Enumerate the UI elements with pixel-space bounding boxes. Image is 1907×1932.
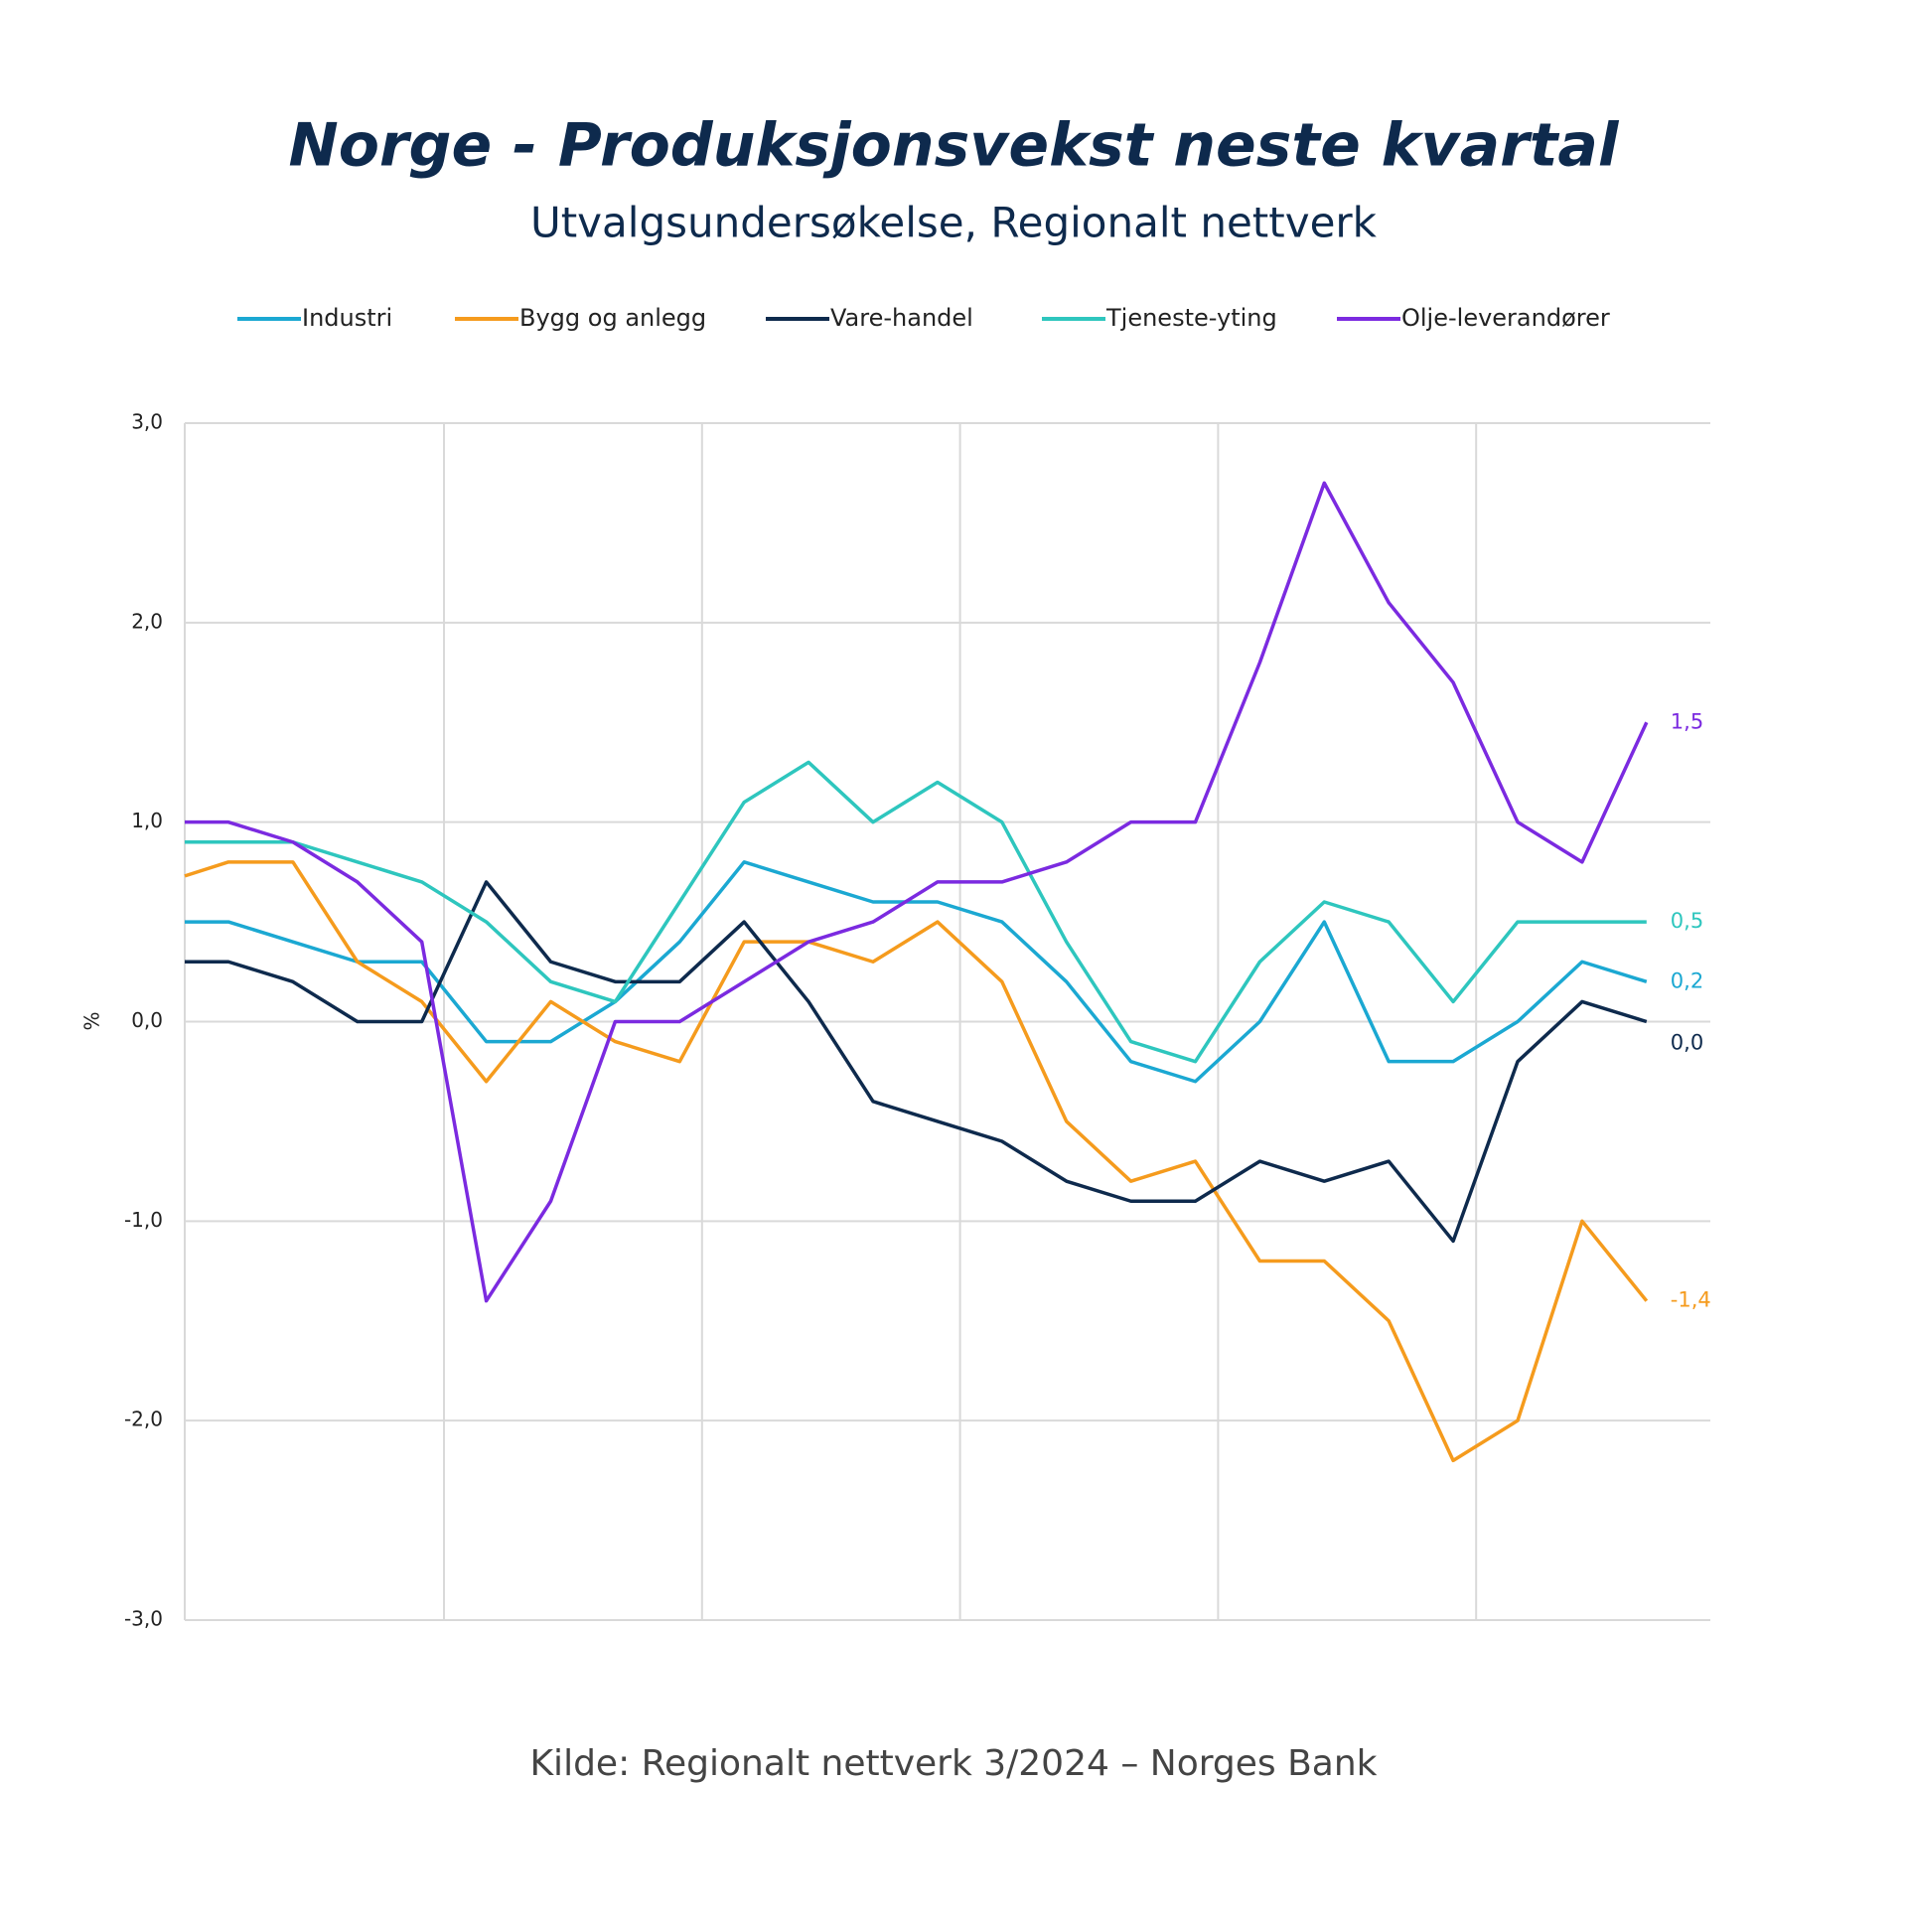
legend-label: Tjeneste-yting bbox=[1105, 304, 1277, 332]
y-axis-label: % bbox=[80, 1011, 104, 1030]
y-tick-label: 0,0 bbox=[131, 1008, 163, 1032]
data-label: 1,5 bbox=[1671, 709, 1703, 733]
legend-label: Industri bbox=[302, 304, 392, 332]
legend-label: Bygg og anlegg bbox=[519, 304, 706, 332]
y-tick-label: -3,0 bbox=[124, 1607, 163, 1631]
source-note: Kilde: Regionalt nettverk 3/2024 – Norge… bbox=[529, 1743, 1377, 1784]
y-tick-label: 1,0 bbox=[131, 809, 163, 832]
series-line bbox=[185, 481, 1649, 1303]
series-line bbox=[185, 880, 1648, 1244]
chart-title: Norge - Produksjonsvekst neste kvartal bbox=[289, 111, 1620, 181]
data-label: 0,0 bbox=[1671, 1031, 1703, 1055]
data-label: -1,4 bbox=[1671, 1288, 1711, 1312]
y-tick-label: -2,0 bbox=[124, 1408, 163, 1431]
data-label: 0,5 bbox=[1671, 909, 1703, 933]
y-tick-label: 3,0 bbox=[131, 410, 163, 434]
y-tick-label: -1,0 bbox=[124, 1208, 163, 1232]
data-label: 0,2 bbox=[1671, 968, 1703, 992]
legend-label: Vare-handel bbox=[830, 304, 973, 332]
chart-subtitle: Utvalgsundersøkelse, Regionalt nettverk bbox=[530, 199, 1378, 247]
legend-label: Olje-leverandører bbox=[1401, 304, 1610, 332]
series-line bbox=[185, 760, 1647, 1064]
series-line bbox=[184, 860, 1649, 1463]
y-tick-label: 2,0 bbox=[131, 609, 163, 633]
